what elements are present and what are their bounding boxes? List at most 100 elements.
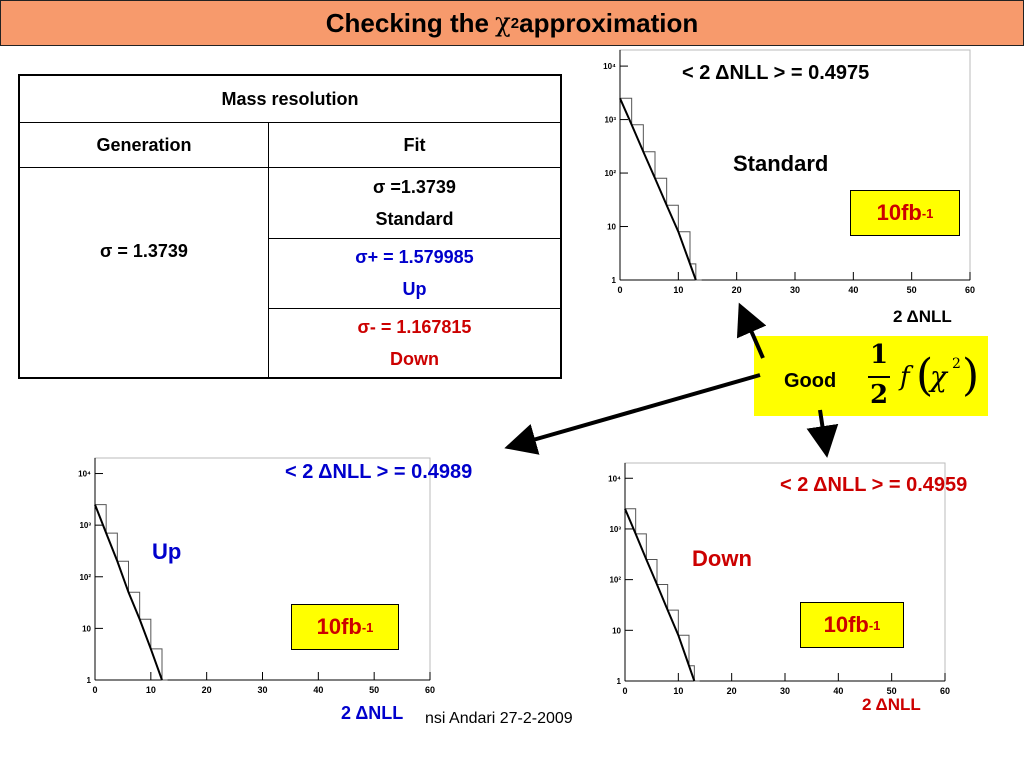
x-tick-label: 50 (369, 685, 379, 695)
mean-standard: < 2 ΔNLL > = 0.4975 (682, 62, 870, 84)
histogram-up: 0 10 20 30 40 50 60 1 10 10² 10³ 10⁴ (78, 457, 435, 695)
x-tick-label: 20 (202, 685, 212, 695)
mean-up: < 2 ΔNLL > = 0.4989 (285, 461, 473, 483)
arrow-to-down (806, 409, 839, 458)
lumi-text: 10fb (823, 612, 869, 637)
y-tick-label: 1 (617, 677, 622, 686)
x-tick-label: 40 (833, 686, 843, 696)
histogram-bins (625, 508, 700, 682)
x-tick-label: 30 (780, 686, 790, 696)
x-tick-label: 50 (907, 285, 917, 295)
x-tick-label: 0 (617, 285, 622, 295)
histogram-bins (620, 97, 702, 281)
y-tick-label: 10² (609, 576, 621, 585)
fit-row-up: σ+ = 1.579985 Up (269, 238, 560, 308)
xlabel-down: 2 ΔNLL (862, 695, 921, 714)
x-tick-label: 0 (622, 686, 627, 696)
fit-label: Standard (375, 208, 454, 229)
good-label: Good (784, 370, 837, 392)
x-tick-label: 30 (790, 285, 800, 295)
lumi-text: 10fb (316, 614, 362, 639)
formula-numerator: 1 (870, 340, 889, 370)
column-generation: Generation (96, 134, 192, 155)
fit-sigma: σ =1.3739 (373, 176, 456, 197)
x-tick-label: 60 (965, 285, 975, 295)
histogram-down: 0 10 20 30 40 50 60 1 10 10² 10³ 10⁴ (608, 462, 950, 696)
table-divider (20, 122, 560, 123)
fit-label: Down (390, 348, 439, 369)
plot-name-up: Up (152, 539, 182, 564)
footer-text: nsi Andari 27-2-2009 (425, 710, 573, 727)
good-box: Good 1 2 f ( χ 2 ) (754, 336, 988, 416)
table-header: Mass resolution (221, 89, 359, 109)
histogram-standard: 0 10 20 30 40 50 60 1 10 10² 10³ 10⁴ (603, 49, 975, 295)
y-tick-label: 10 (607, 223, 616, 232)
y-tick-label: 10 (82, 624, 91, 633)
fit-label: Up (402, 279, 427, 299)
fit-curve (624, 508, 696, 682)
lumi-exp: -1 (868, 617, 881, 633)
x-tick-label: 60 (940, 686, 950, 696)
fit-curve (619, 97, 697, 281)
y-tick-label: 10⁴ (78, 470, 91, 479)
y-tick-label: 10⁴ (603, 62, 616, 71)
lumi-badge-down: 10fb -1 (800, 602, 904, 648)
histogram-bins (95, 504, 168, 681)
formula-paren-right: ) (962, 350, 980, 401)
arrow-to-standard (736, 302, 767, 359)
x-tick-label: 10 (673, 285, 683, 295)
y-tick-label: 1 (612, 276, 617, 285)
xlabel-up: 2 ΔNLL (341, 703, 404, 723)
formula-f: f (900, 362, 910, 392)
table-divider (269, 238, 560, 239)
x-tick-label: 10 (146, 685, 156, 695)
formula-exp: 2 (952, 356, 961, 372)
plot-name-standard: Standard (733, 151, 829, 176)
x-tick-label: 30 (257, 685, 267, 695)
x-tick-label: 40 (848, 285, 858, 295)
x-tick-label: 20 (727, 686, 737, 696)
title-exp: 2 (510, 14, 520, 32)
fit-curve (94, 504, 163, 681)
y-tick-label: 10³ (609, 525, 621, 534)
fit-sigma: σ+ = 1.579985 (355, 247, 474, 267)
mean-down: < 2 ΔNLL > = 0.4959 (780, 474, 968, 496)
y-tick-label: 10 (612, 626, 621, 635)
y-tick-label: 10² (604, 169, 616, 178)
title-chi: χ (495, 8, 511, 38)
lumi-badge-standard: 10fb -1 (850, 190, 960, 236)
fit-row-down: σ- = 1.167815 Down (269, 308, 560, 377)
y-tick-label: 10³ (79, 521, 91, 530)
x-tick-label: 50 (887, 686, 897, 696)
table-divider (268, 122, 269, 377)
formula-denominator: 2 (870, 380, 889, 410)
column-fit: Fit (403, 134, 426, 155)
formula-paren-left: ( (916, 350, 934, 401)
title-suffix: approximation (519, 7, 699, 38)
title-prefix: Checking the (325, 7, 489, 38)
plot-name-down: Down (692, 546, 752, 571)
lumi-exp: -1 (361, 619, 374, 635)
x-tick-label: 20 (732, 285, 742, 295)
lumi-exp: -1 (921, 205, 934, 221)
xlabel-standard: 2 ΔNLL (893, 307, 952, 326)
fit-sigma: σ- = 1.167815 (357, 316, 472, 337)
generation-value: σ = 1.3739 (100, 241, 188, 261)
lumi-text: 10fb (876, 200, 922, 225)
fit-row-standard: σ =1.3739 Standard (269, 167, 560, 238)
x-tick-label: 40 (313, 685, 323, 695)
x-tick-label: 10 (673, 686, 683, 696)
table-divider (20, 167, 560, 168)
y-tick-label: 10⁴ (608, 474, 621, 483)
y-tick-label: 1 (87, 676, 92, 685)
y-tick-label: 10³ (604, 116, 616, 125)
y-tick-label: 10² (79, 573, 91, 582)
lumi-badge-up: 10fb -1 (291, 604, 399, 650)
formula-chi: χ (930, 360, 947, 393)
table-divider (269, 308, 560, 309)
arrow-to-up (504, 373, 761, 455)
fraction-bar (868, 376, 890, 378)
x-tick-label: 60 (425, 685, 435, 695)
